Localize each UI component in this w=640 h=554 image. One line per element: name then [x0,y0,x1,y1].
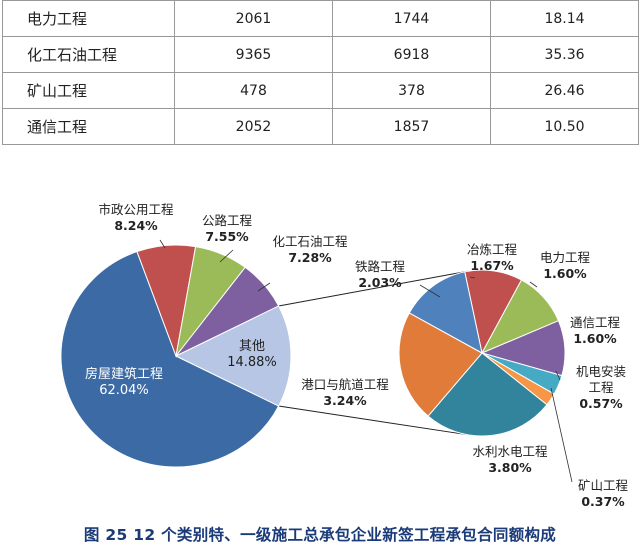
label-telecom: 通信工程 1.60% [570,315,621,346]
label-smelting: 冶炼工程 1.67% [467,242,518,273]
connector-bottom [278,405,471,436]
table-cell-value: 1857 [332,108,491,145]
label-chemical: 化工石油工程 7.28% [272,234,348,265]
table-cell-category: 电力工程 [2,0,175,37]
label-building: 房屋建筑工程 62.04% [85,366,163,398]
table-cell-value: 378 [332,72,491,109]
leader-line [469,276,476,279]
leader-line [555,370,561,381]
table-row: 电力工程 2061 1744 18.14 [2,0,639,37]
table-cell-value: 6918 [332,36,491,73]
slice-building [60,250,280,468]
table-cell-value: 2052 [174,108,333,145]
figure-caption: 图 25 12 个类别特、一级施工总承包企业新签工程承包合同额构成 [83,526,557,544]
label-other: 其他 14.88% [227,339,277,370]
pie-of-pie-chart: 房屋建筑工程 62.04% 市政公用工程 8.24% 公路工程 7.55% 化工石油工程 7.… [60,202,629,509]
table-row: 化工石油工程 9365 6918 35.36 [2,36,639,73]
leader-line [529,281,538,288]
label-mech-install: 机电安装工程 0.57% [576,364,626,411]
main-pie [60,244,292,468]
leader-line [159,239,166,249]
data-labels: 房屋建筑工程 62.04% 市政公用工程 8.24% 公路工程 7.55% 化工石油工程 7.… [85,202,629,509]
secondary-pie [398,269,566,437]
table-row: 通信工程 2052 1857 10.50 [2,108,639,145]
slice-port [398,312,483,417]
connector-lines [278,270,471,436]
label-municipal: 市政公用工程 8.24% [98,202,174,233]
table-row: 矿山工程 478 378 26.46 [2,72,639,109]
label-water: 水利水电工程 3.80% [472,444,548,475]
table-cell-value: 26.46 [490,72,639,109]
label-highway: 公路工程 7.55% [202,213,253,244]
label-power: 电力工程 1.60% [540,250,591,281]
table-cell-value: 18.14 [490,0,639,37]
data-table: 电力工程 2061 1744 18.14 化工石油工程 9365 6918 35.36 矿山工程… [2,0,639,145]
leader-line [257,282,271,292]
label-port: 港口与航道工程 3.24% [301,377,389,408]
leader-line [219,249,234,263]
label-railway: 铁路工程 2.03% [355,259,406,290]
table-cell-value: 10.50 [490,108,639,145]
table-cell-value: 2061 [174,0,333,37]
table-cell-value: 478 [174,72,333,109]
table-cell-category: 矿山工程 [2,72,175,109]
leader-line [550,387,573,483]
label-mining: 矿山工程 0.37% [578,478,629,509]
slice-railway [408,271,483,354]
connector-top [278,270,468,307]
leader-lines [159,239,573,483]
slice-other [174,305,292,407]
slice-water [427,352,548,437]
table-body: 电力工程 2061 1744 18.14 化工石油工程 9365 6918 35.36 矿山工程… [2,0,639,145]
table-cell-category: 通信工程 [2,108,175,145]
table-cell-value: 35.36 [490,36,639,73]
leader-line [419,284,441,298]
